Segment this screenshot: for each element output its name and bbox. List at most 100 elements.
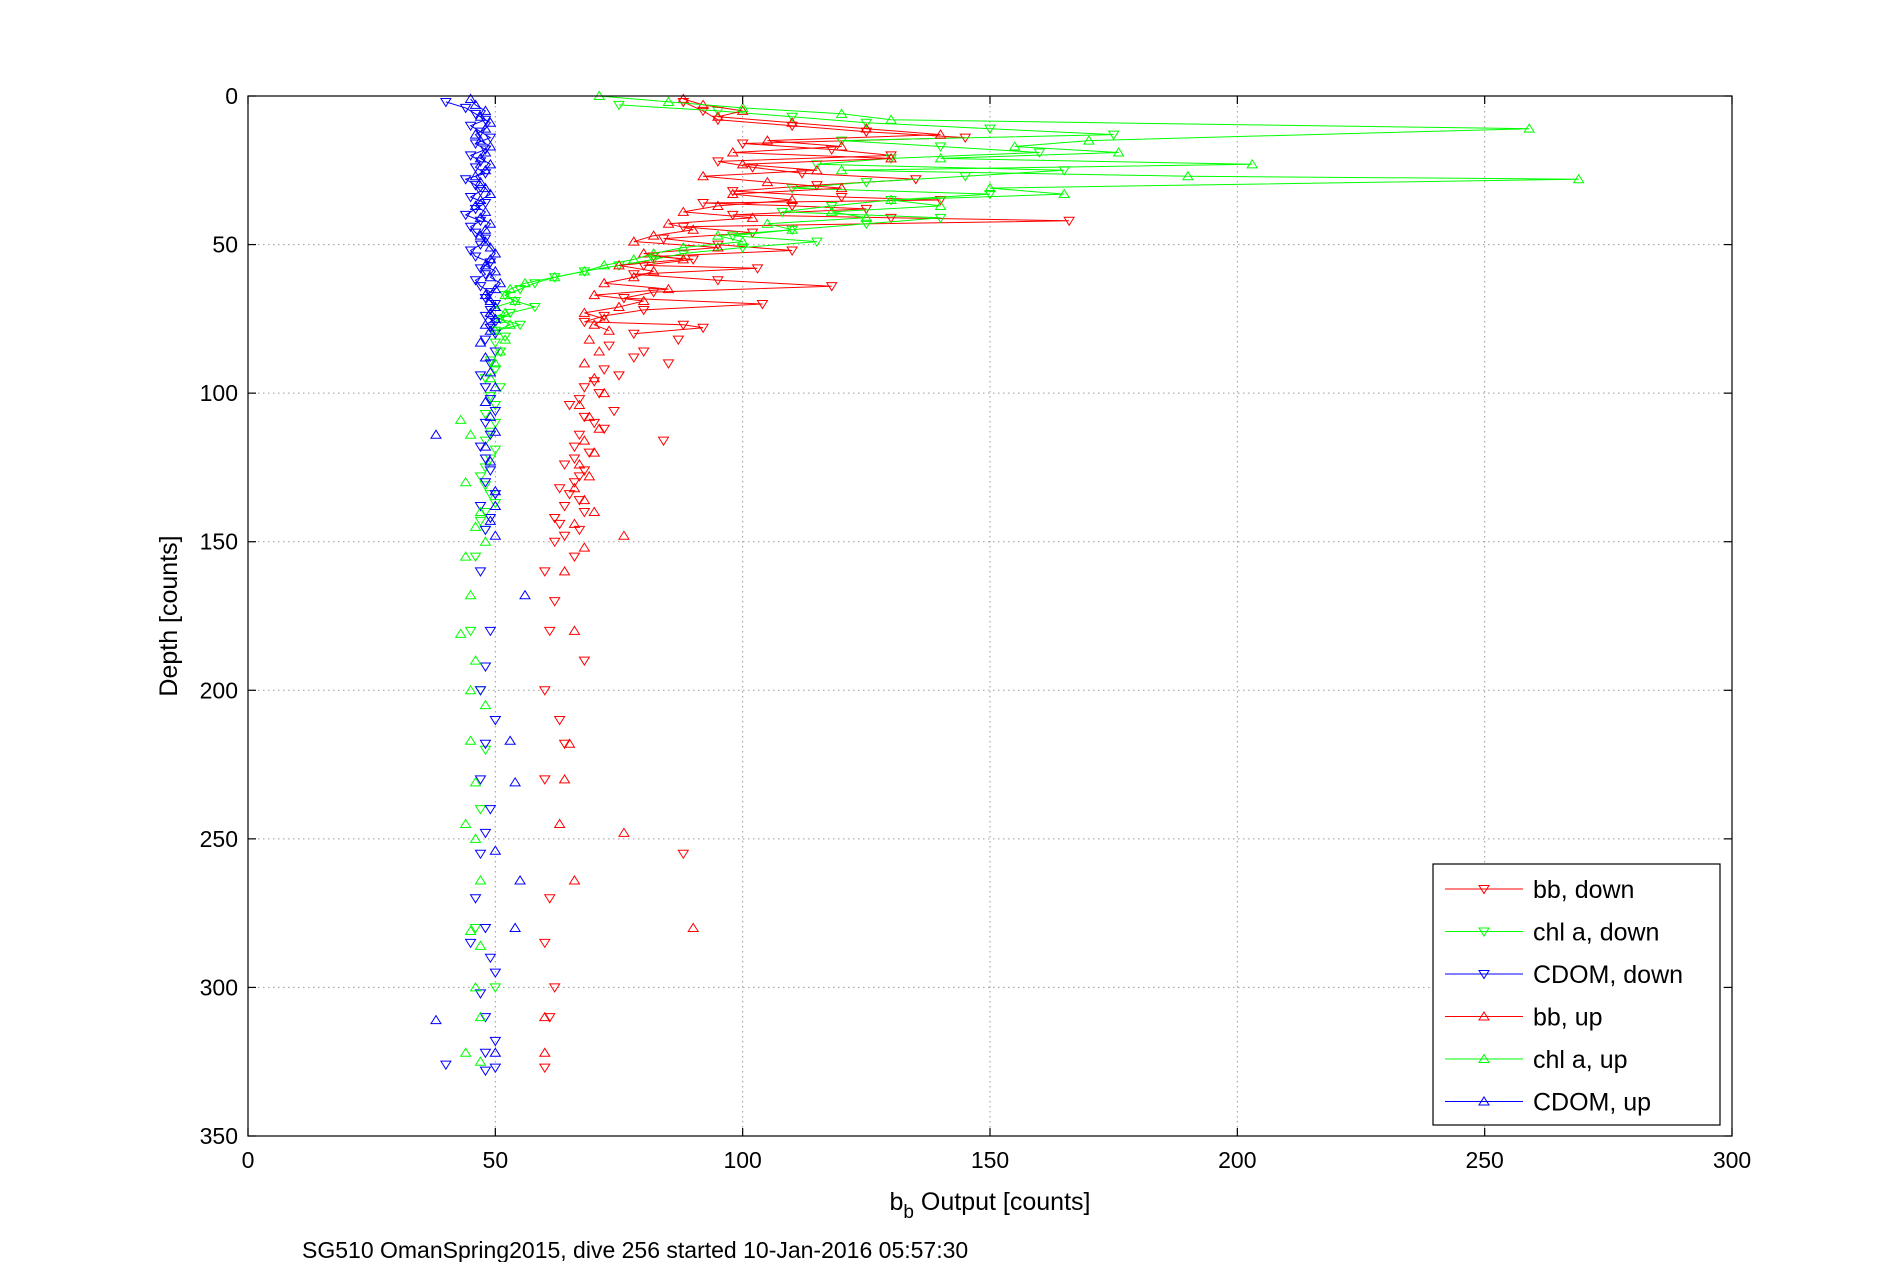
data-point — [489, 347, 502, 357]
data-point — [479, 699, 492, 710]
data-point — [627, 236, 640, 246]
series-line — [584, 98, 941, 332]
data-point — [786, 246, 799, 256]
y-tick-label: 50 — [212, 232, 238, 258]
legend-entry: CDOM, up — [1445, 1089, 1651, 1117]
data-point — [484, 253, 497, 264]
data-point — [489, 381, 502, 392]
data-point — [430, 429, 442, 439]
data-point — [464, 626, 477, 637]
data-point — [479, 409, 492, 420]
data-point — [499, 291, 512, 301]
data-point — [712, 157, 724, 167]
data-point — [578, 317, 591, 328]
data-point — [786, 112, 799, 123]
data-point — [484, 158, 497, 169]
data-point — [464, 429, 477, 439]
data-point — [726, 187, 739, 197]
data-point — [474, 135, 487, 145]
data-point — [469, 109, 482, 120]
data-point — [474, 686, 487, 696]
data-point — [543, 626, 556, 637]
data-point — [885, 152, 897, 163]
legend-marker — [1478, 1011, 1490, 1021]
data-point — [474, 502, 487, 512]
data-point — [474, 1011, 487, 1022]
data-point — [558, 531, 571, 542]
data-point — [860, 219, 873, 230]
data-point — [484, 515, 497, 525]
data-point — [489, 485, 502, 496]
data-point — [984, 182, 996, 193]
data-point — [459, 1047, 472, 1057]
data-point — [474, 176, 487, 187]
data-point — [464, 121, 477, 132]
data-point — [548, 513, 561, 524]
data-point — [484, 372, 497, 383]
data-point — [509, 922, 522, 932]
data-point — [934, 200, 947, 210]
data-point — [835, 141, 848, 151]
data-point — [504, 283, 517, 294]
data-point — [810, 160, 823, 170]
data-point — [786, 224, 799, 234]
data-point — [627, 253, 640, 264]
data-point — [637, 347, 650, 357]
data-point — [479, 745, 492, 756]
data-point — [761, 176, 774, 187]
data-point — [736, 236, 749, 246]
data-point — [593, 346, 606, 356]
data-point — [474, 194, 487, 204]
data-point — [697, 198, 709, 209]
data-point — [568, 454, 581, 464]
data-point — [598, 277, 611, 288]
y-tick-label: 0 — [225, 83, 238, 109]
figure-caption: SG510 OmanSpring2015, dive 256 started 1… — [302, 1237, 968, 1262]
legend-entry: bb, up — [1445, 1004, 1603, 1032]
data-point — [618, 827, 630, 837]
data-point — [835, 108, 848, 118]
data-point — [499, 289, 512, 300]
data-point — [712, 200, 724, 210]
data-point — [598, 311, 611, 322]
data-point — [613, 301, 625, 311]
x-tick-label: 200 — [1218, 1147, 1256, 1173]
data-point — [469, 894, 482, 904]
data-point — [726, 147, 739, 157]
data-point — [459, 210, 472, 221]
data-point — [459, 551, 472, 561]
legend-label: chl a, down — [1533, 919, 1659, 947]
data-point — [469, 228, 482, 239]
data-point — [489, 401, 502, 411]
data-point — [1246, 158, 1259, 169]
data-point — [514, 875, 526, 885]
data-point — [484, 218, 497, 228]
data-point — [860, 178, 873, 188]
data-point — [627, 271, 640, 282]
data-point — [697, 170, 709, 181]
data-point — [637, 295, 650, 306]
data-point — [712, 276, 724, 286]
data-point — [489, 968, 502, 979]
data-point — [578, 542, 591, 552]
data-point — [984, 190, 996, 200]
data-point — [469, 776, 482, 787]
data-point — [489, 1063, 502, 1074]
data-point — [504, 319, 517, 329]
data-point — [934, 129, 947, 139]
y-tick-label: 100 — [200, 380, 238, 406]
data-point — [469, 200, 482, 210]
data-point — [479, 924, 492, 934]
data-point — [647, 230, 660, 240]
data-point — [578, 656, 591, 667]
data-point — [464, 246, 477, 256]
x-tick-label: 150 — [971, 1147, 1009, 1173]
data-point — [613, 100, 625, 111]
data-point — [479, 1048, 492, 1059]
data-point — [598, 259, 611, 270]
data-point — [1107, 130, 1120, 141]
data-point — [479, 319, 492, 329]
data-point — [553, 716, 566, 726]
data-point — [588, 418, 601, 429]
data-point — [588, 372, 601, 383]
